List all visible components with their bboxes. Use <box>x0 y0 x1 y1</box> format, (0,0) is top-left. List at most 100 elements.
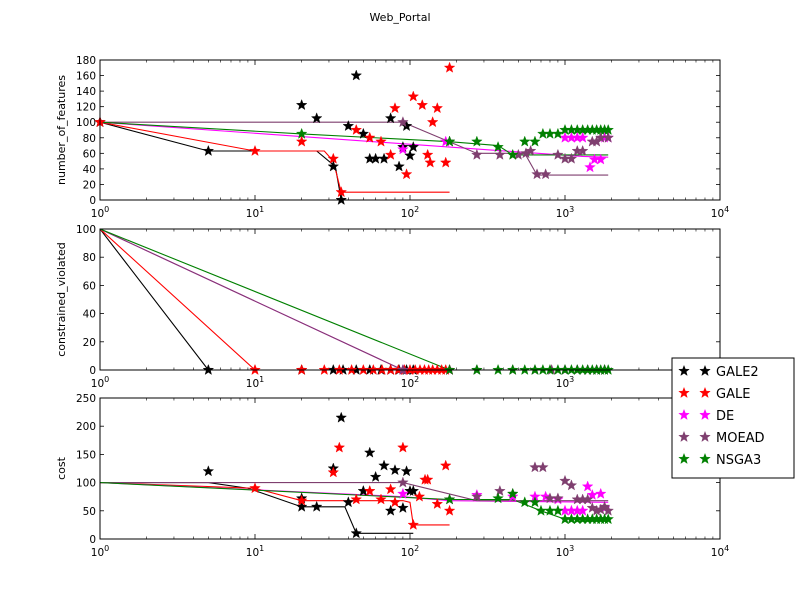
legend-marker <box>678 430 690 442</box>
legend-box <box>671 357 795 479</box>
data-point-gale2 <box>357 127 370 139</box>
legend-label: GALE <box>716 387 750 402</box>
data-point-gale <box>407 90 420 102</box>
x-tick-label: 104 <box>711 205 729 220</box>
data-point-de <box>397 143 409 155</box>
data-point-gale <box>375 135 387 147</box>
x-tick-label: 103 <box>556 375 574 390</box>
data-point-de <box>594 153 607 165</box>
data-point-de <box>397 487 409 499</box>
data-point-gale2 <box>295 500 308 512</box>
data-point-de <box>576 131 589 143</box>
y-axis-label: number_of_features <box>55 75 68 185</box>
x-tick-label: 102 <box>401 544 419 559</box>
data-point-moead <box>471 490 483 502</box>
data-point-gale <box>397 441 409 453</box>
y-tick-label: 140 <box>76 86 96 98</box>
data-point-gale <box>295 494 308 506</box>
legend-label: DE <box>716 409 734 424</box>
data-point-gale <box>318 363 331 375</box>
y-tick-label: 40 <box>83 309 96 321</box>
data-point-nsga3 <box>492 363 504 375</box>
data-point-de <box>594 487 607 499</box>
data-point-moead <box>494 484 506 496</box>
series-line-nsga3 <box>100 121 609 156</box>
panel-1: 020406080100100101102103104constrained_v… <box>55 224 729 390</box>
panel-2: 0 50 100 150 200 250 100 101 102 103 104 cost <box>55 393 729 559</box>
data-point-moead <box>552 492 564 504</box>
y-tick-label: 180 <box>76 55 96 67</box>
data-point-moead <box>559 474 571 486</box>
data-point-gale2 <box>397 501 409 513</box>
legend-marker <box>699 386 711 398</box>
data-point-gale2 <box>407 141 420 153</box>
data-point-gale <box>389 102 401 114</box>
legend-label: GALE2 <box>716 365 759 380</box>
panel-0: 0 20 40 60 80 100 120 140 160 180 100 101 102 103 104 n… <box>55 55 729 220</box>
data-point-nsga3 <box>506 487 519 499</box>
series-line-nsga3 <box>100 229 609 370</box>
data-point-gale <box>384 148 397 160</box>
data-point-gale <box>350 493 363 505</box>
x-tick-label: 100 <box>91 544 109 559</box>
legend-label: MOEAD <box>716 431 765 446</box>
data-point-gale <box>389 496 401 508</box>
series-line-gale2 <box>100 229 344 370</box>
data-point-gale2 <box>393 160 405 172</box>
data-point-moead <box>565 479 578 491</box>
y-tick-label: 100 <box>76 478 96 490</box>
data-point-gale2 <box>335 411 348 423</box>
data-point-moead <box>602 504 614 516</box>
data-point-gale2 <box>407 484 420 496</box>
series-line-gale <box>100 121 450 193</box>
data-point-gale <box>431 102 444 114</box>
chart-title: Web_Portal <box>369 11 430 24</box>
data-point-gale <box>333 363 346 375</box>
data-point-nsga3 <box>492 492 504 504</box>
data-point-gale <box>426 116 439 128</box>
y-tick-label: 80 <box>83 252 96 264</box>
data-point-gale <box>400 168 413 180</box>
data-point-de <box>584 161 596 173</box>
series-line-gale <box>100 229 450 370</box>
data-point-gale2 <box>363 446 376 458</box>
data-point-gale <box>421 473 434 485</box>
y-axis-label: constrained_violated <box>55 242 68 357</box>
data-point-gale <box>249 482 261 494</box>
data-point-nsga3 <box>518 363 531 375</box>
x-tick-label: 101 <box>246 205 264 220</box>
data-point-gale2 <box>202 465 215 477</box>
y-tick-label: 0 <box>89 195 96 207</box>
data-point-gale <box>439 459 452 471</box>
data-point-nsga3 <box>529 135 541 147</box>
data-point-moead <box>552 148 564 160</box>
data-point-de <box>586 488 599 500</box>
legend-marker <box>678 364 690 376</box>
y-tick-label: 100 <box>76 117 96 129</box>
data-point-nsga3 <box>518 496 531 508</box>
data-point-moead <box>576 144 589 156</box>
data-point-gale <box>416 99 429 111</box>
data-point-nsga3 <box>518 135 531 147</box>
chart-legend: GALE2 GALE DE MOEAD NSGA3 <box>671 357 795 479</box>
y-tick-label: 0 <box>89 365 96 377</box>
data-point-moead <box>471 148 483 160</box>
plot-frame <box>99 59 721 201</box>
data-point-gale2 <box>202 144 215 156</box>
plot-area <box>100 398 720 539</box>
data-point-nsga3 <box>602 513 614 525</box>
data-point-nsga3 <box>295 127 308 139</box>
data-point-nsga3 <box>602 363 614 375</box>
data-point-gale <box>327 466 340 478</box>
x-tick-label: 101 <box>246 544 264 559</box>
data-point-gale <box>407 518 420 530</box>
data-point-nsga3 <box>506 363 519 375</box>
data-point-gale2 <box>384 112 397 124</box>
series-line-gale2 <box>100 121 344 200</box>
chart-panels: 0 20 40 60 80 100 120 140 160 180 100 101 102 103 104 n… <box>55 55 729 559</box>
data-point-gale2 <box>384 504 397 516</box>
data-point-moead <box>581 493 594 505</box>
x-tick-label: 100 <box>91 205 109 220</box>
data-point-gale <box>333 441 346 453</box>
